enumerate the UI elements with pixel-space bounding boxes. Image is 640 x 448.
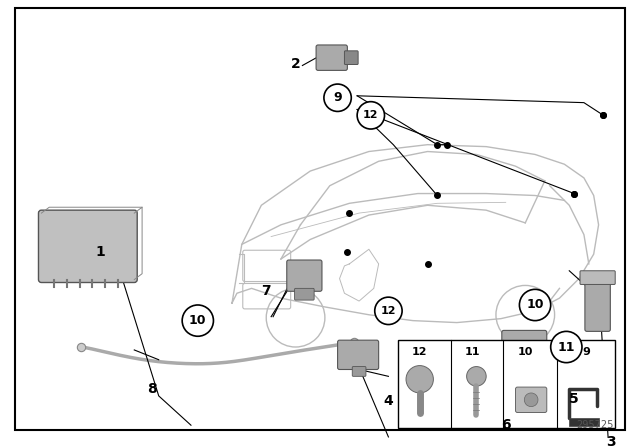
Circle shape [324,84,351,112]
Text: 11: 11 [465,347,480,357]
FancyBboxPatch shape [585,274,611,332]
Text: 10: 10 [526,298,544,311]
Circle shape [524,393,538,407]
FancyBboxPatch shape [287,260,322,291]
FancyBboxPatch shape [515,387,547,413]
Text: 7: 7 [261,284,271,298]
Text: 2: 2 [291,56,300,70]
Circle shape [182,305,214,336]
Circle shape [375,297,402,324]
Circle shape [357,102,385,129]
Text: 5: 5 [569,392,579,406]
FancyBboxPatch shape [502,330,547,366]
Bar [398,340,615,428]
Text: 9: 9 [333,91,342,104]
FancyBboxPatch shape [316,45,348,70]
FancyBboxPatch shape [344,51,358,65]
Text: 6: 6 [501,418,511,432]
FancyBboxPatch shape [518,362,532,384]
Text: 9: 9 [582,347,590,357]
Text: 10: 10 [518,347,533,357]
Circle shape [501,379,520,399]
FancyBboxPatch shape [294,289,314,300]
Text: 8: 8 [147,382,157,396]
FancyBboxPatch shape [569,418,598,426]
FancyBboxPatch shape [352,366,366,376]
Text: 4: 4 [383,394,394,408]
Text: 12: 12 [381,306,396,316]
Text: 12: 12 [363,110,379,121]
FancyBboxPatch shape [38,210,137,283]
Text: 12: 12 [412,347,428,357]
FancyBboxPatch shape [580,271,615,284]
Text: 10: 10 [189,314,207,327]
Circle shape [550,332,582,362]
Circle shape [406,366,433,393]
Circle shape [520,289,550,321]
Text: 295725: 295725 [576,420,613,430]
FancyBboxPatch shape [337,340,379,370]
Text: 3: 3 [607,435,616,448]
Circle shape [467,366,486,386]
Text: 1: 1 [95,245,105,259]
Text: 11: 11 [557,340,575,353]
